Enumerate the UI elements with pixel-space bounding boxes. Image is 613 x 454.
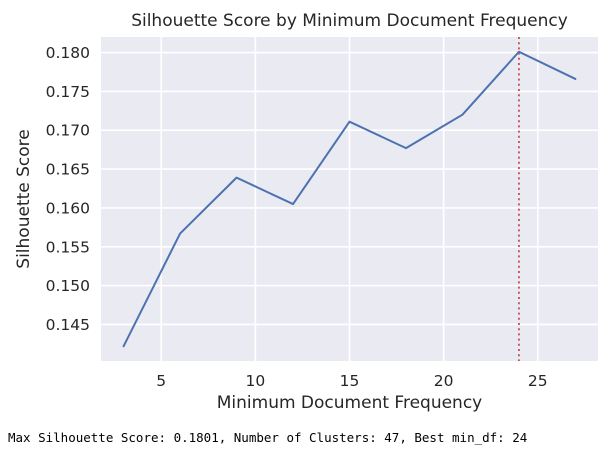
y-tick-label: 0.170 — [46, 122, 90, 140]
y-tick-label: 0.165 — [46, 161, 90, 179]
y-tick-label: 0.180 — [46, 44, 90, 62]
chart-title: Silhouette Score by Minimum Document Fre… — [131, 11, 568, 31]
x-tick-label: 15 — [340, 372, 360, 390]
x-axis-title: Minimum Document Frequency — [217, 393, 482, 413]
summary-caption: Max Silhouette Score: 0.1801, Number of … — [8, 430, 528, 445]
grid-lines — [101, 37, 598, 361]
y-tick-label: 0.150 — [46, 277, 90, 295]
y-tick-label: 0.160 — [46, 199, 90, 217]
y-tick-label: 0.145 — [46, 316, 90, 334]
y-axis-title: Silhouette Score — [14, 129, 34, 268]
tick-labels: 5 10 15 20 25 0.145 0.150 0.155 0.160 0.165 0.170 0… — [46, 44, 548, 390]
y-tick-label: 0.155 — [46, 238, 90, 256]
x-tick-label: 20 — [434, 372, 454, 390]
x-tick-label: 10 — [246, 372, 266, 390]
x-tick-label: 25 — [528, 372, 548, 390]
silhouette-line-chart: 5 10 15 20 25 0.145 0.150 0.155 0.160 0.165 0.170 0… — [14, 11, 598, 413]
silhouette-series-line — [122, 50, 577, 348]
series-layer — [122, 50, 577, 348]
y-tick-label: 0.175 — [46, 83, 90, 101]
x-tick-label: 5 — [156, 372, 166, 390]
